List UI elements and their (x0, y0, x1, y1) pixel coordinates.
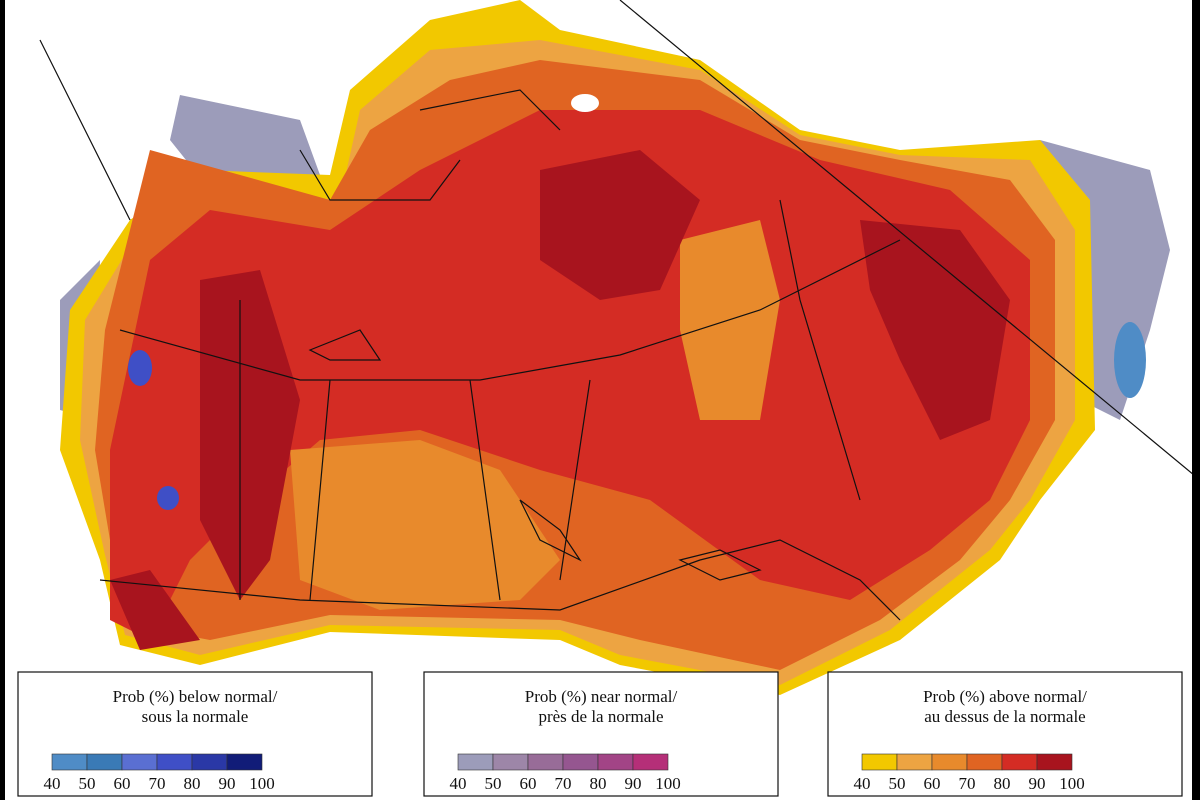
legend-tick-label: 90 (1029, 774, 1046, 793)
borders (39, 0, 1200, 621)
legend-swatch (156, 753, 193, 771)
legend-title: Prob (%) below normal/ (113, 687, 278, 706)
legend-swatch (527, 753, 564, 771)
legend-swatch (562, 753, 599, 771)
legend-swatch (51, 753, 88, 771)
legend-tick-label: 40 (450, 774, 467, 793)
legend: Prob (%) near normal/près de la normale 4… (423, 671, 779, 797)
legend-swatch (966, 753, 1003, 771)
field-blue-spot (157, 486, 179, 510)
legend-tick-label: 50 (79, 774, 96, 793)
field-orange-patch (290, 220, 780, 610)
legend-swatch (1001, 753, 1038, 771)
legend-tick-label: 60 (520, 774, 537, 793)
legend-tick-label: 90 (625, 774, 642, 793)
legend-swatch (931, 753, 968, 771)
legend-title: au dessus de la normale (924, 707, 1085, 726)
legend-tick-label: 100 (249, 774, 275, 793)
legend-tick-label: 80 (590, 774, 607, 793)
legend-swatch (861, 753, 898, 771)
legend-box (423, 671, 779, 797)
field-blue-spot (128, 350, 152, 386)
legend-tick-label: 60 (924, 774, 941, 793)
legend: Prob (%) below normal/sous la normale 40 5… (17, 671, 373, 797)
legend-box (827, 671, 1183, 797)
legend-swatch (191, 753, 228, 771)
legend-tick-label: 100 (1059, 774, 1085, 793)
legend-title: près de la normale (538, 707, 663, 726)
legend-tick-label: 70 (149, 774, 166, 793)
legend-tick-label: 40 (854, 774, 871, 793)
legend-tick-label: 40 (44, 774, 61, 793)
legend-tick-label: 50 (485, 774, 502, 793)
legend-tick-label: 80 (994, 774, 1011, 793)
legend-swatch (226, 753, 263, 771)
legend-box (17, 671, 373, 797)
legend-swatch (896, 753, 933, 771)
field-dark-red (110, 150, 1010, 650)
legend-swatch (457, 753, 494, 771)
legend-swatch (632, 753, 669, 771)
legends: Prob (%) below normal/sous la normale 40 5… (17, 671, 1183, 797)
legend-tick-label: 100 (655, 774, 681, 793)
edge-bar (1192, 0, 1200, 800)
legend-tick-label: 70 (555, 774, 572, 793)
legend-swatch (86, 753, 123, 771)
legend-swatch (1036, 753, 1073, 771)
field-white-spot (571, 94, 599, 112)
legend-tick-label: 50 (889, 774, 906, 793)
edge-bar (0, 0, 5, 800)
lake-outlines (308, 329, 762, 581)
legend-tick-label: 70 (959, 774, 976, 793)
legend-tick-label: 90 (219, 774, 236, 793)
legend-swatch (492, 753, 529, 771)
legend-swatch (121, 753, 158, 771)
legend-swatch (597, 753, 634, 771)
legend-title: Prob (%) near normal/ (525, 687, 678, 706)
field-red (110, 110, 1030, 640)
legend-title: sous la normale (142, 707, 249, 726)
field-blue-spot (1114, 322, 1146, 398)
legend: Prob (%) above normal/au dessus de la no… (827, 671, 1183, 797)
legend-title: Prob (%) above normal/ (923, 687, 1087, 706)
legend-tick-label: 60 (114, 774, 131, 793)
legend-tick-label: 80 (184, 774, 201, 793)
